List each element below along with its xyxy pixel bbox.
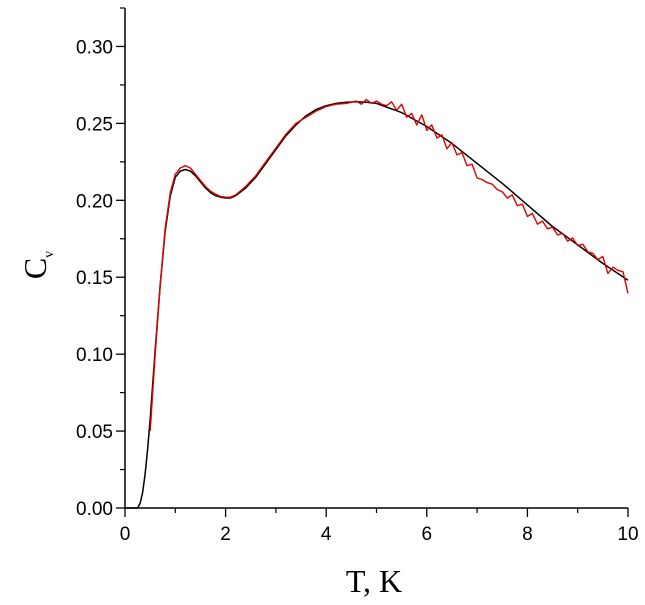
y-axis-label-main: C <box>17 258 53 279</box>
y-tick-label: 0.15 <box>76 268 113 289</box>
y-tick-label: 0.10 <box>76 345 113 366</box>
x-tick-label: 8 <box>522 524 533 545</box>
y-tick-label: 0.05 <box>76 422 113 443</box>
series-line-1 <box>125 101 629 509</box>
y-tick-label: 0.25 <box>76 114 113 135</box>
series <box>125 98 629 509</box>
x-tick-label: 0 <box>120 524 131 545</box>
series-line-2 <box>149 98 629 432</box>
axes <box>124 8 628 509</box>
x-tick-label: 2 <box>220 524 231 545</box>
x-axis-label: T, K <box>346 563 402 599</box>
y-tick-label: 0.30 <box>76 37 113 58</box>
y-tick-label: 0.00 <box>76 499 113 520</box>
y-axis-label-subscript: v <box>42 251 57 258</box>
x-tick-label: 6 <box>422 524 433 545</box>
y-axis-label: Cv <box>17 251 57 279</box>
svg-text:Cv: Cv <box>17 251 57 279</box>
x-tick-label: 10 <box>617 524 638 545</box>
y-tick-label: 0.20 <box>76 191 113 212</box>
ticks: 0 2 4 6 8 10 0.00 0.05 0.10 0.15 0.20 0.25 0.30 <box>76 7 639 545</box>
x-tick-label: 4 <box>321 524 332 545</box>
